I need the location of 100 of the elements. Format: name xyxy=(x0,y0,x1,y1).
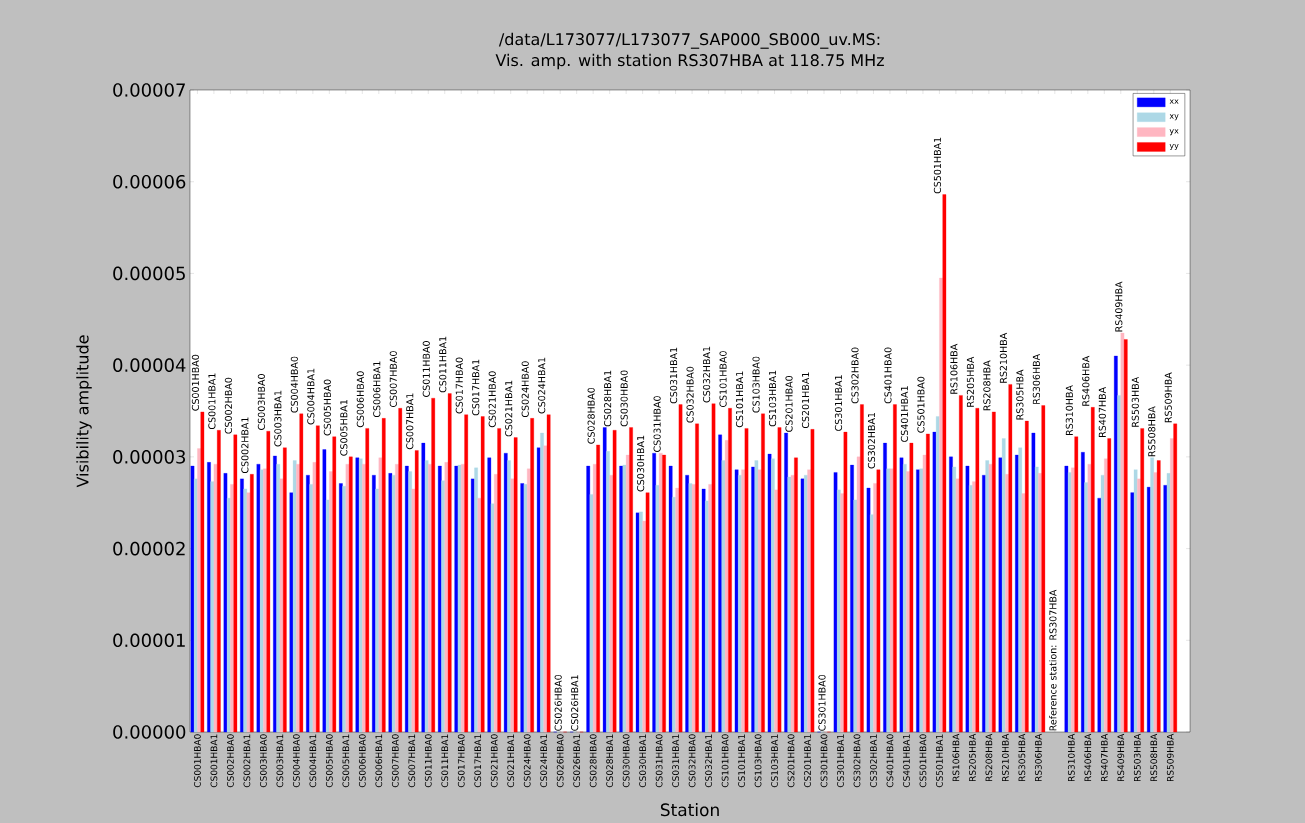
bar xyxy=(860,404,864,733)
x-tick-label: CS002HBA1 xyxy=(243,734,251,788)
bar xyxy=(193,478,198,733)
x-tick-label: CS301HBA0 xyxy=(820,734,828,788)
x-axis-title: Station xyxy=(660,803,719,817)
bar xyxy=(975,408,980,733)
annotation: RS208HBA xyxy=(983,360,991,411)
x-tick-label: CS301HBA1 xyxy=(837,734,844,788)
x-tick-label: CS017HBA0 xyxy=(457,734,465,788)
x-tick-label: CS501HBA0 xyxy=(919,734,927,788)
bar xyxy=(217,430,221,733)
y-tick-label: 0.00007 xyxy=(113,83,185,97)
bar xyxy=(1133,469,1138,733)
bar xyxy=(283,447,287,733)
bar xyxy=(794,457,798,733)
bar xyxy=(487,457,492,733)
bar xyxy=(761,413,765,733)
bar xyxy=(926,433,930,733)
x-tick-label: CS007HBA0 xyxy=(391,734,399,788)
bar xyxy=(546,414,551,733)
x-tick-label: CS024HBA1 xyxy=(540,734,548,788)
annotation: CS005HBA0 xyxy=(323,379,331,436)
annotation: RS306HBA xyxy=(1032,353,1040,404)
legend-label: xy xyxy=(1169,114,1179,121)
legend-label: yx xyxy=(1169,129,1179,136)
bar xyxy=(757,469,762,733)
bar xyxy=(767,453,772,733)
bar xyxy=(464,414,468,733)
x-tick-label: CS006HBA0 xyxy=(358,734,366,788)
chart-title: /data/L173077/L173077_SAP000_SB000_uv.MS: xyxy=(498,32,880,49)
bar xyxy=(250,474,254,733)
bar xyxy=(992,411,996,733)
x-tick-label: CS003HBA1 xyxy=(276,734,284,788)
bar xyxy=(480,416,485,733)
x-tick-label: RS409HBA xyxy=(1117,733,1125,782)
bar xyxy=(1123,339,1128,733)
x-tick-label: RS310HBA xyxy=(1067,733,1075,782)
annotation: CS003HBA1 xyxy=(274,390,282,447)
annotation: RS406HBA xyxy=(1082,355,1090,406)
x-tick-label: CS003HBA0 xyxy=(259,734,267,788)
y-tick-label: 0.00001 xyxy=(113,633,185,648)
bar xyxy=(645,492,650,733)
bar xyxy=(893,404,897,733)
x-tick-label: CS026HBA0 xyxy=(556,734,564,788)
annotation: CS501HBA0 xyxy=(917,376,925,433)
annotation: CS002HBA0 xyxy=(224,377,232,434)
bar xyxy=(695,423,699,733)
x-tick-label: CS201HBA0 xyxy=(787,734,795,788)
annotation: CS201HBA1 xyxy=(801,372,810,429)
bar xyxy=(1156,460,1161,733)
x-tick-label: CS007HBA1 xyxy=(408,734,416,788)
annotation: CS032HBA1 xyxy=(702,346,711,403)
x-tick-label: RS208HBA xyxy=(985,733,993,782)
annotation: CS001HBA0 xyxy=(191,354,200,411)
bar xyxy=(447,393,452,733)
annotation: CS004HBA0 xyxy=(290,356,298,413)
bar xyxy=(744,428,749,733)
x-tick-label: CS103HBA1 xyxy=(771,734,778,788)
x-tick-label: CS001HBA0 xyxy=(194,734,201,788)
bar xyxy=(734,469,739,733)
bar xyxy=(1090,407,1095,733)
bar xyxy=(711,403,716,733)
annotation: CS021HBA1 xyxy=(505,380,513,437)
bar xyxy=(226,497,231,733)
annotation: CS003HBA0 xyxy=(257,374,265,430)
x-tick-label: CS302HBA1 xyxy=(870,734,877,788)
annotation: CS028HBA0 xyxy=(587,387,595,444)
bar xyxy=(800,478,805,733)
bar xyxy=(856,456,861,733)
annotation: CS302HBA0 xyxy=(851,347,859,404)
annotation: CS401HBA0 xyxy=(884,347,892,404)
x-tick-label: RS305HBA xyxy=(1018,733,1026,782)
bar xyxy=(662,454,666,733)
legend-label: yy xyxy=(1169,144,1179,151)
x-tick-label: RS406HBA xyxy=(1084,733,1092,782)
x-tick-label: CS032HBA1 xyxy=(705,734,712,788)
annotation: CS032HBA0 xyxy=(686,366,694,423)
annotation: CS501HBA1 xyxy=(933,137,942,194)
bar xyxy=(1067,472,1072,733)
bar xyxy=(536,447,541,733)
x-tick-label: CS001HBA1 xyxy=(210,734,218,788)
bar xyxy=(959,395,963,733)
y-tick-label: 0.00005 xyxy=(113,266,185,281)
bar xyxy=(922,454,927,733)
x-tick-label: RS205HBA xyxy=(968,733,976,782)
x-tick-label: CS030HBA1 xyxy=(639,734,647,788)
annotation: CS030HBA1 xyxy=(637,435,645,492)
x-tick-label: RS306HBA xyxy=(1034,733,1042,782)
x-tick-label: CS028HBA1 xyxy=(606,734,614,788)
bar xyxy=(602,427,607,733)
chart-subtitle: Vis. amp. with station RS307HBA at 118.75 MHz xyxy=(495,53,884,70)
x-tick-label: CS005HBA1 xyxy=(342,734,350,788)
bar xyxy=(1074,436,1079,733)
annotation: RS106HBA xyxy=(950,343,958,394)
bar xyxy=(935,416,940,733)
annotation: RS509HBA xyxy=(1164,372,1172,423)
annotation: CS024HBA1 xyxy=(538,357,546,414)
bar xyxy=(1100,475,1105,733)
bar xyxy=(955,478,960,733)
y-tick-label: 0.00006 xyxy=(113,174,186,189)
